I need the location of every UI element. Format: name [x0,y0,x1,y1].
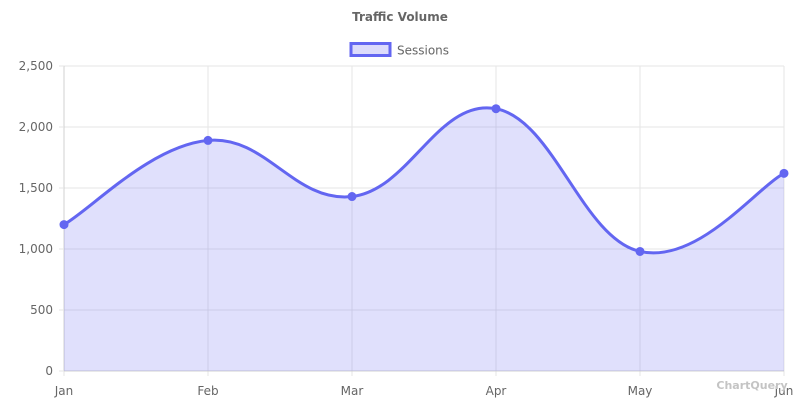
plot-area [59,104,789,372]
y-axis: 0 500 1,000 1,500 2,000 2,500 [19,59,64,378]
data-point-apr[interactable] [491,104,501,114]
x-tick-label: Jun [774,384,794,398]
legend-swatch-sessions [349,42,392,57]
data-point-mar[interactable] [347,192,357,202]
legend[interactable]: Sessions [349,42,449,58]
y-tick-label: 2,500 [19,59,53,73]
x-axis: Jan Feb Mar Apr May Jun [54,384,794,398]
data-point-may[interactable] [635,246,645,256]
y-tick-label: 500 [30,303,53,317]
y-tick-label: 1,000 [19,242,53,256]
x-tick-label: Feb [197,384,218,398]
data-point-feb[interactable] [203,135,213,145]
data-point-jan[interactable] [59,220,69,230]
grid [63,65,785,376]
data-point-jun[interactable] [779,168,789,178]
legend-label-sessions: Sessions [397,44,449,58]
y-tick-label: 1,500 [19,181,53,195]
y-tick-label: 0 [45,364,53,378]
x-tick-label: Apr [486,384,507,398]
x-tick-label: Mar [341,384,364,398]
chart-title: Traffic Volume [352,10,448,24]
watermark: ChartQuery [716,379,787,392]
series-area-sessions [64,107,784,372]
x-tick-label: Jan [54,384,74,398]
x-tick-label: May [628,384,653,398]
series-line-sessions [63,106,785,255]
y-tick-label: 2,000 [19,120,53,134]
